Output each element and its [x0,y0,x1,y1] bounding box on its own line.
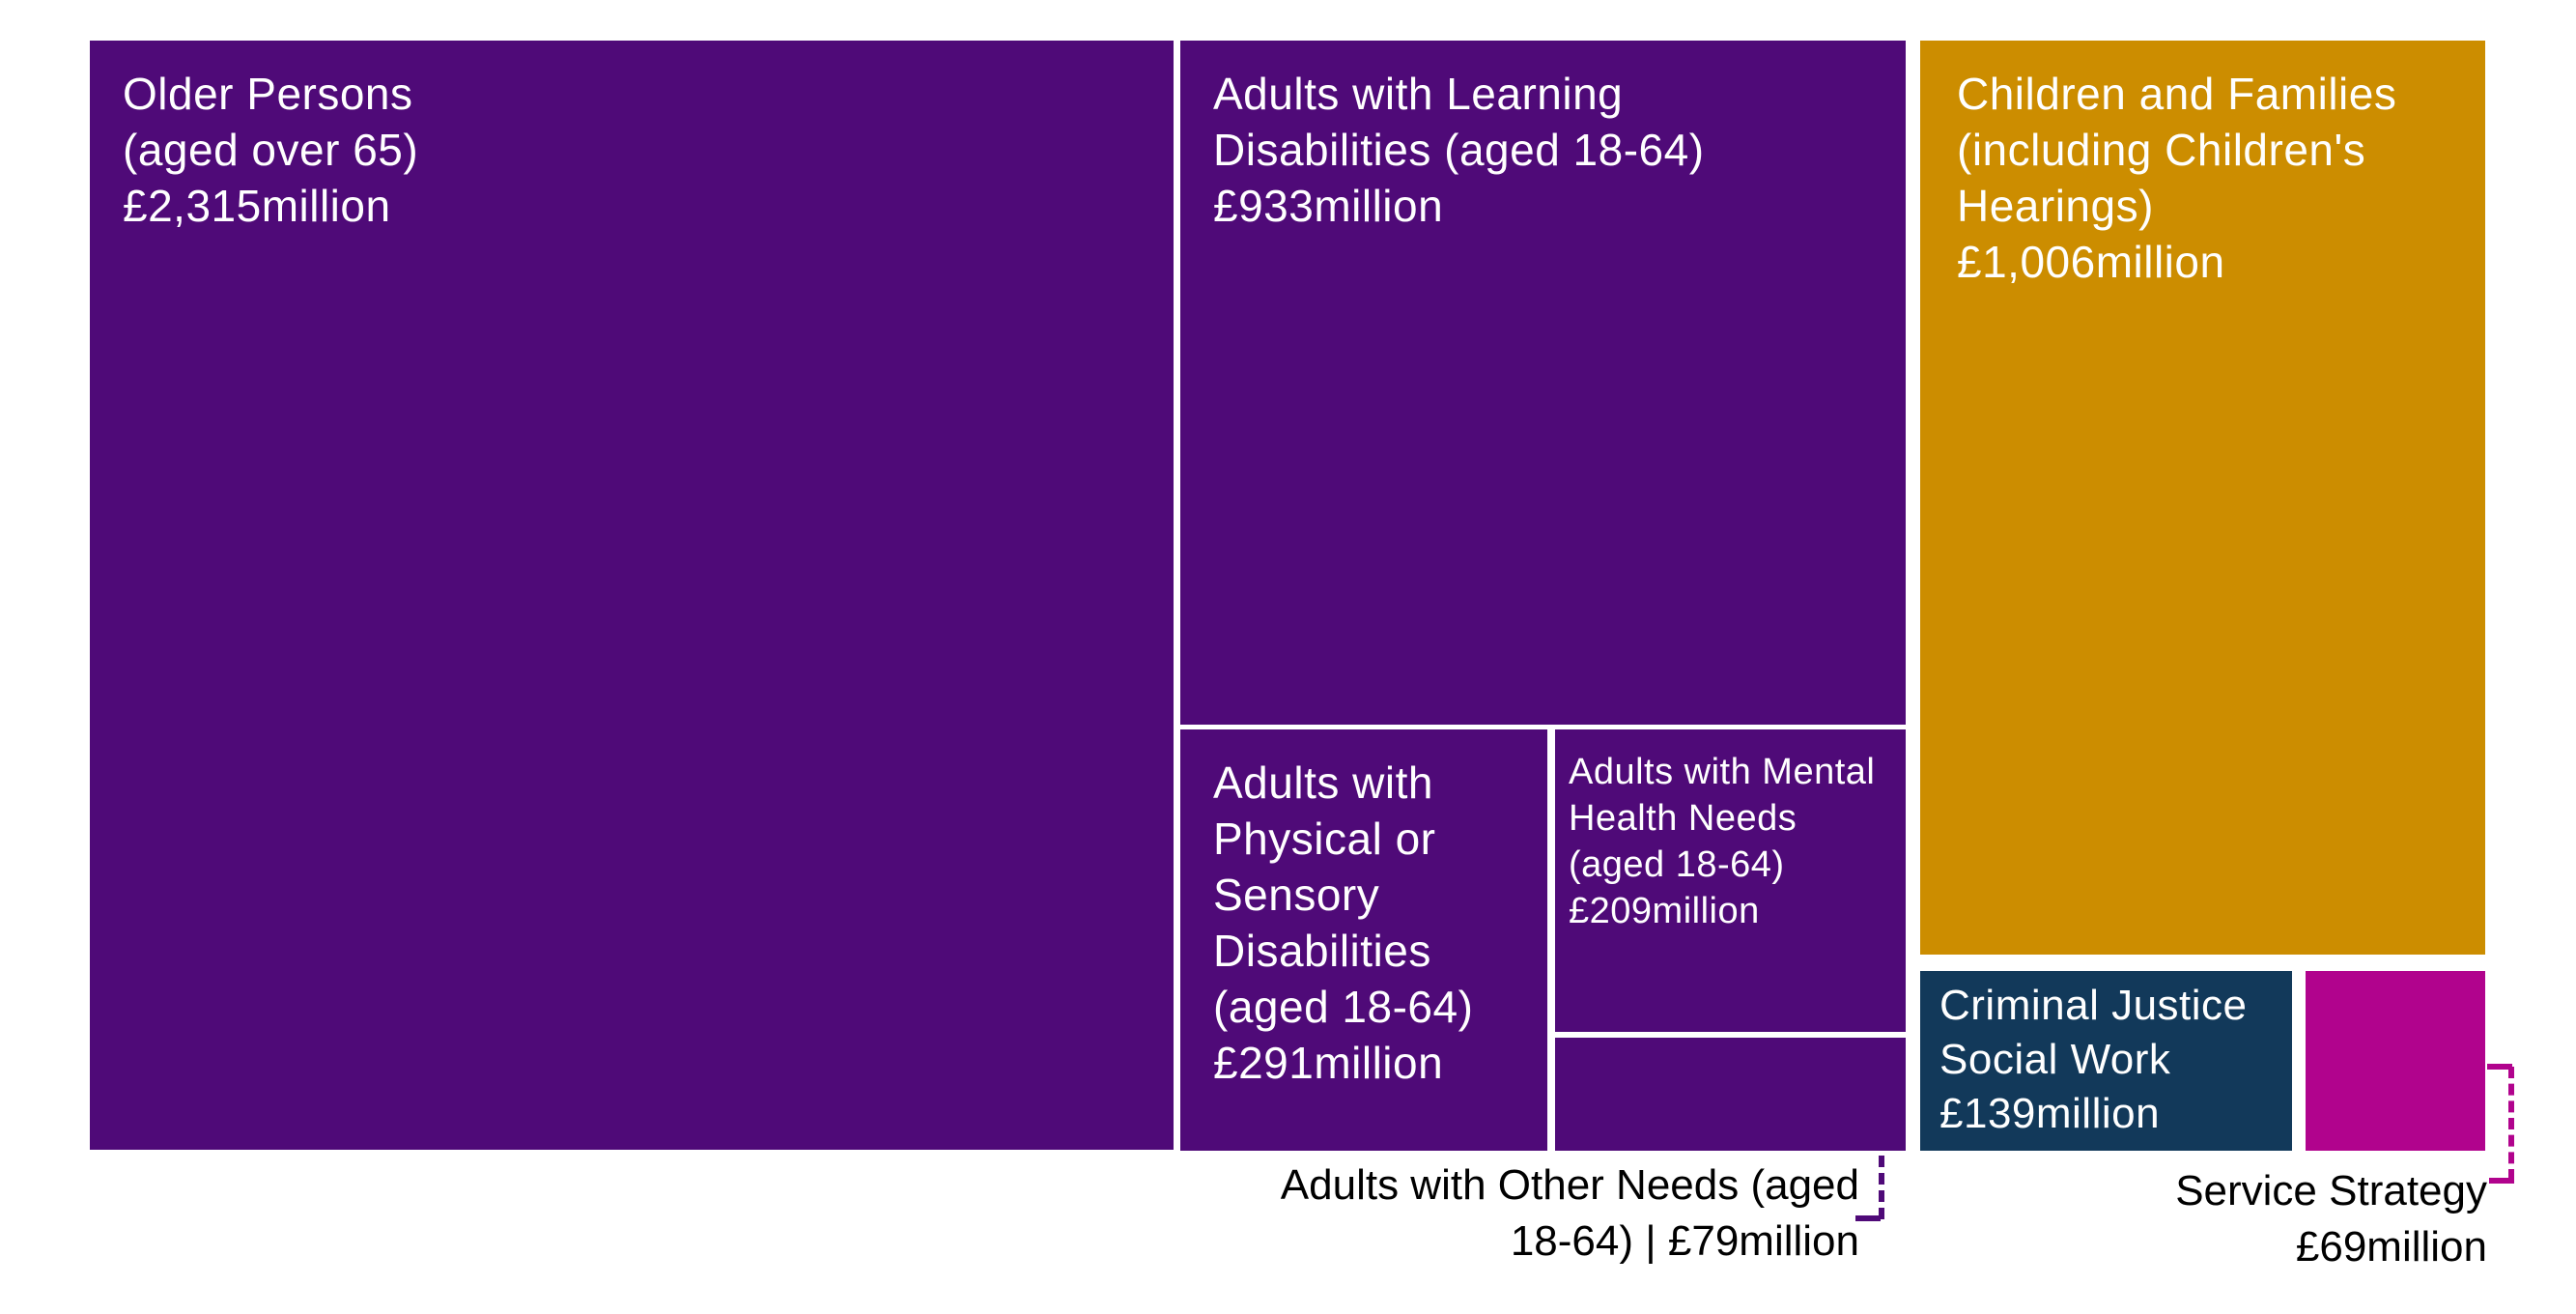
leader-line-service-strategy-vertical [2508,1067,2514,1181]
callout-label-other-needs: Adults with Other Needs (aged 18-64) | £… [1280,1161,1859,1265]
leader-line-service-strategy-top [2487,1064,2512,1070]
tile-label-older-persons: Older Persons (aged over 65) £2,315milli… [123,69,419,231]
tile-label-physical-sensory-disabilities: Adults with Physical or Sensory Disabili… [1213,757,1474,1088]
tile-learning-disabilities: Adults with Learning Disabilities (aged … [1180,41,1906,725]
tile-label-learning-disabilities: Adults with Learning Disabilities (aged … [1213,69,1705,231]
callout-label-service-strategy: Service Strategy £69million [2175,1167,2487,1271]
tile-label-children-and-families: Children and Families (including Childre… [1957,69,2397,287]
tile-label-mental-health-needs: Adults with Mental Health Needs (aged 18… [1569,752,1876,931]
tile-other-needs [1555,1038,1906,1151]
tile-children-and-families: Children and Families (including Childre… [1920,41,2485,955]
tile-service-strategy [2306,971,2485,1151]
tile-criminal-justice-social-work: Criminal Justice Social Work £139million [1920,971,2292,1151]
tile-mental-health-needs: Adults with Mental Health Needs (aged 18… [1555,729,1906,1032]
tile-label-criminal-justice-social-work: Criminal Justice Social Work £139million [1939,982,2248,1137]
leader-line-service-strategy-bottom [2489,1178,2514,1184]
leader-line-other-needs-hook [1855,1215,1881,1221]
tile-older-persons: Older Persons (aged over 65) £2,315milli… [90,41,1174,1150]
tile-physical-sensory-disabilities: Adults with Physical or Sensory Disabili… [1180,729,1547,1151]
leader-line-other-needs-vertical [1879,1156,1884,1219]
